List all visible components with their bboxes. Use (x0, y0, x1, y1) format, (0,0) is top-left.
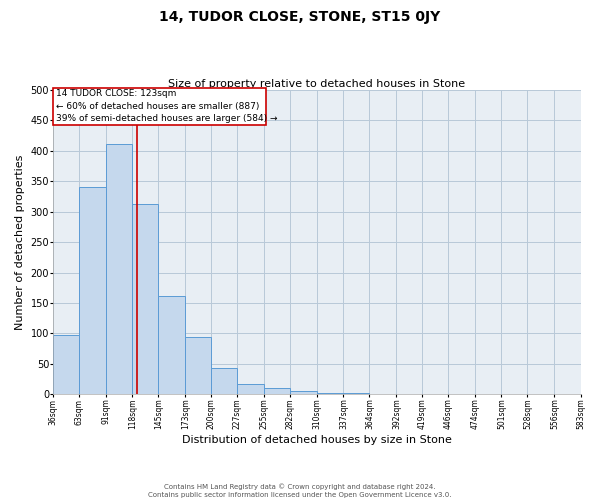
Bar (53, 336, 79, 394)
Bar (343, 393, 370, 394)
Bar (158, 296, 185, 394)
Text: 14, TUDOR CLOSE, STONE, ST15 0JY: 14, TUDOR CLOSE, STONE, ST15 0JY (160, 10, 440, 24)
Bar (185, 336, 211, 394)
Bar (53, 88, 266, 125)
X-axis label: Distribution of detached houses by size in Stone: Distribution of detached houses by size … (182, 435, 452, 445)
Bar (211, 368, 238, 394)
Bar (265, 388, 290, 394)
Text: 14 TUDOR CLOSE: 123sqm
← 60% of detached houses are smaller (887)
39% of semi-de: 14 TUDOR CLOSE: 123sqm ← 60% of detached… (56, 89, 278, 123)
Text: Contains HM Land Registry data © Crown copyright and database right 2024.
Contai: Contains HM Land Registry data © Crown c… (148, 483, 452, 498)
Title: Size of property relative to detached houses in Stone: Size of property relative to detached ho… (169, 79, 466, 89)
Bar (79, 186, 106, 394)
Bar (133, 204, 158, 394)
Bar (317, 392, 343, 394)
Y-axis label: Number of detached properties: Number of detached properties (15, 154, 25, 330)
Bar (290, 392, 317, 394)
Bar (106, 144, 133, 395)
Bar (238, 384, 265, 394)
